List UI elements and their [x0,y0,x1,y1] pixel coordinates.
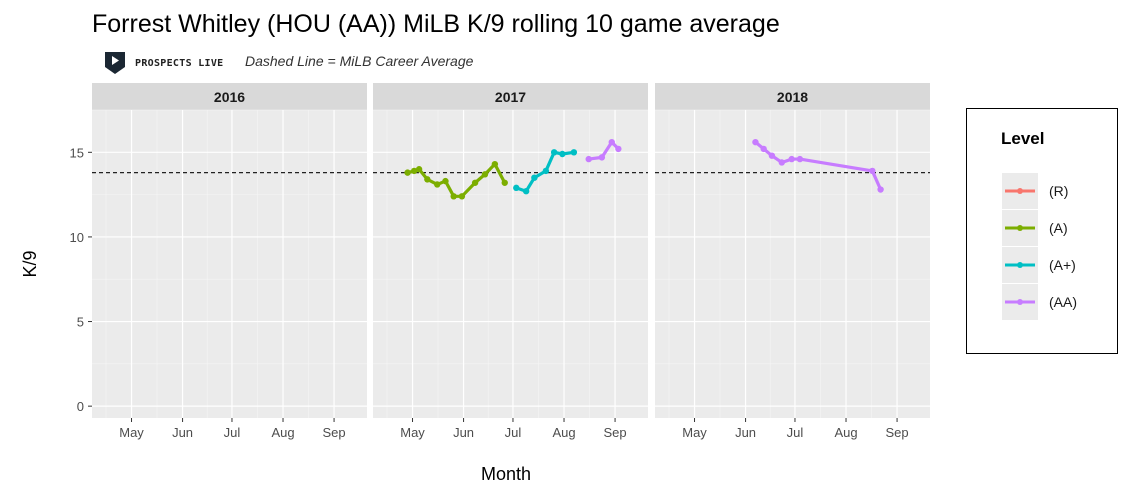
legend-key-r [1002,173,1038,209]
legend-title: Level [1001,129,1045,148]
series-line-(AA) [587,140,620,161]
data-point [531,174,538,181]
data-point [608,138,615,146]
legend-label-r: (R) [1049,183,1069,199]
x-tick-label: Jul [505,425,522,440]
chart-subtitle: Dashed Line = MiLB Career Average [245,53,474,69]
x-tick-label: Sep [885,425,908,440]
data-point [877,186,884,193]
data-point [760,145,767,153]
data-point [598,154,606,161]
facet-label-2017: 2017 [495,89,526,105]
x-tick-label: May [119,425,144,440]
legend-key-a-plus [1002,247,1038,283]
data-point [481,171,489,178]
legend-key-aa [1002,284,1038,320]
data-point [869,167,876,175]
data-point [471,179,479,186]
x-tick-label: Jun [735,425,756,440]
y-tick-label: 0 [77,399,84,414]
panel-background-2016 [92,110,367,418]
data-point [550,149,558,156]
facet-label-2018: 2018 [777,89,808,105]
x-tick-label: May [400,425,425,440]
y-tick-label: 15 [70,145,84,160]
data-point [450,193,457,200]
x-tick-label: Jun [172,425,193,440]
data-point [585,155,592,163]
x-axis-title: Month [481,464,531,484]
x-tick-label: Aug [271,425,294,440]
data-point [410,167,418,175]
data-point [513,184,520,192]
data-point [434,181,441,188]
x-tick-label: Aug [552,425,575,440]
chart-title: Forrest Whitley (HOU (AA)) MiLB K/9 roll… [92,10,780,38]
data-point [542,167,550,175]
data-point [522,188,530,195]
data-point [768,152,776,159]
legend-label-a-plus: (A+) [1049,257,1076,273]
data-point [615,145,622,153]
brand-name: PROSPECTS LIVE [135,57,224,69]
legend-item-a-plus: (A+) [1002,247,1076,283]
legend-item-a: (A) [1002,210,1068,246]
data-point [501,179,508,186]
brand-logo: PROSPECTS LIVE [105,52,224,74]
data-point [559,150,566,158]
data-point [404,169,411,176]
legend-item-aa: (AA) [1002,284,1077,320]
y-tick-label: 10 [70,230,84,245]
legend-label-a: (A) [1049,220,1068,236]
facet-strip-2017 [373,83,648,110]
data-point [424,176,431,183]
x-tick-label: Jun [453,425,474,440]
data-point [570,149,578,156]
legend-key-a [1002,210,1038,246]
x-tick-label: Jul [224,425,241,440]
data-point [415,166,423,173]
data-point [752,138,759,146]
legend-label-aa: (AA) [1049,294,1077,310]
y-axis-title: K/9 [20,250,40,277]
data-point [442,177,449,185]
x-tick-label: Sep [322,425,345,440]
legend-item-r: (R) [1002,173,1068,209]
facet-label-2016: 2016 [214,89,245,105]
x-tick-label: Jul [787,425,804,440]
data-point [778,159,785,166]
x-tick-label: May [682,425,707,440]
panel-background-2017 [373,110,648,418]
play-logo-icon [105,52,125,74]
data-point [458,193,466,200]
data-point [491,160,499,168]
data-point [788,155,795,163]
legend: Level (R) (A) (A+) (AA) [966,108,1118,354]
x-tick-label: Sep [603,425,626,440]
x-tick-label: Aug [834,425,857,440]
facet-strip-2018 [655,83,930,110]
data-point [796,155,804,163]
y-tick-label: 5 [77,315,84,330]
facet-strip-2016 [92,83,367,110]
